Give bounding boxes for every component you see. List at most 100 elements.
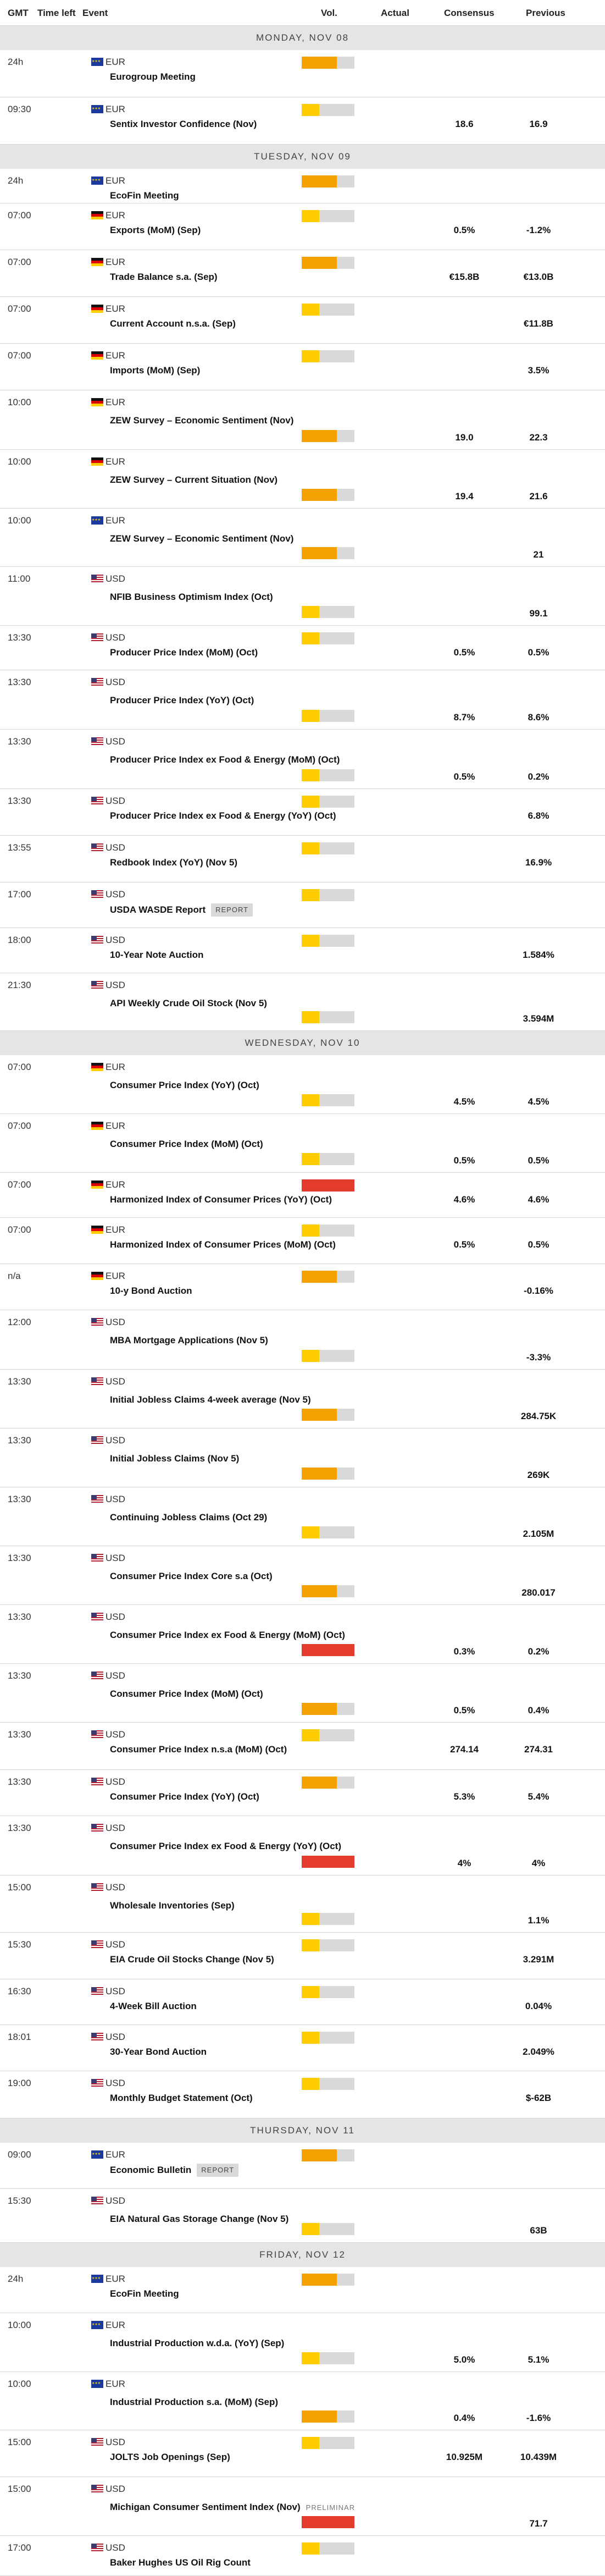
event-row[interactable]: 13:30 USD Producer Price Index ex Food & E… (0, 789, 605, 836)
event-row[interactable]: 13:30 USD Producer Price Index (YoY) (Oct)… (0, 670, 605, 730)
event-row[interactable]: 13:30 USD Consumer Price Index ex Food & E… (0, 1605, 605, 1664)
event-name[interactable]: ZEW Survey – Current Situation (Nov) (110, 474, 277, 486)
event-name[interactable]: Sentix Investor Confidence (Nov) (110, 118, 257, 130)
event-row[interactable]: 07:00 EUR Current Account n.s.a. (Sep) €11.… (0, 297, 605, 344)
event-row[interactable]: 13:30 USD Consumer Price Index n.s.a (MoM)… (0, 1723, 605, 1770)
event-name[interactable]: Consumer Price Index (YoY) (Oct) (110, 1079, 259, 1091)
event-name[interactable]: EcoFin Meeting (110, 190, 179, 202)
event-name[interactable]: Exports (MoM) (Sep) (110, 224, 201, 236)
event-name[interactable]: Industrial Production s.a. (MoM) (Sep) (110, 2396, 278, 2408)
event-name[interactable]: EIA Crude Oil Stocks Change (Nov 5) (110, 1954, 274, 1966)
event-name[interactable]: 10-Year Note Auction (110, 949, 203, 961)
event-name[interactable]: Industrial Production w.d.a. (YoY) (Sep) (110, 2337, 284, 2349)
event-name[interactable]: Consumer Price Index (YoY) (Oct) (110, 1791, 259, 1803)
event-row[interactable]: 17:00 USD Baker Hughes US Oil Rig Count (0, 2536, 605, 2576)
event-row[interactable]: 07:00 EUR Trade Balance s.a. (Sep) €15.8B €1… (0, 250, 605, 297)
event-row[interactable]: 13:30 USD Producer Price Index ex Food & E… (0, 730, 605, 789)
event-row[interactable]: 24h EUR EcoFin Meeting (0, 2267, 605, 2313)
event-row[interactable]: 07:00 EUR Imports (MoM) (Sep) 3.5% (0, 344, 605, 390)
event-row[interactable]: 07:00 EUR Consumer Price Index (YoY) (Oct)… (0, 1055, 605, 1114)
event-name[interactable]: Producer Price Index (YoY) (Oct) (110, 694, 254, 707)
event-name[interactable]: Redbook Index (YoY) (Nov 5) (110, 857, 237, 869)
event-name[interactable]: 30-Year Bond Auction (110, 2046, 207, 2058)
event-name[interactable]: Trade Balance s.a. (Sep) (110, 271, 218, 283)
event-name[interactable]: Continuing Jobless Claims (Oct 29) (110, 1512, 267, 1524)
event-row[interactable]: n/a EUR 10-y Bond Auction -0.16% (0, 1264, 605, 1310)
event-name[interactable]: EIA Natural Gas Storage Change (Nov 5) (110, 2213, 288, 2225)
event-name[interactable]: ZEW Survey – Economic Sentiment (Nov) (110, 415, 293, 427)
event-name[interactable]: Monthly Budget Statement (Oct) (110, 2092, 253, 2104)
event-name[interactable]: Consumer Price Index (MoM) (Oct) (110, 1688, 263, 1700)
event-row[interactable]: 19:00 USD Monthly Budget Statement (Oct) $-… (0, 2071, 605, 2119)
event-row[interactable]: 13:55 USD Redbook Index (YoY) (Nov 5) 16.9% (0, 836, 605, 882)
event-row[interactable]: 13:30 USD Initial Jobless Claims 4-week av… (0, 1370, 605, 1428)
event-row[interactable]: 10:00 EUR ZEW Survey – Economic Sentiment … (0, 390, 605, 450)
event-time: 10:00 (8, 456, 31, 467)
event-row[interactable]: 21:30 USD API Weekly Crude Oil Stock (Nov … (0, 973, 605, 1031)
event-row[interactable]: 13:30 USD Producer Price Index (MoM) (Oct)… (0, 626, 605, 670)
event-row[interactable]: 13:30 USD Consumer Price Index Core s.a (O… (0, 1546, 605, 1605)
event-row[interactable]: 11:00 USD NFIB Business Optimism Index (Oc… (0, 567, 605, 626)
event-name-label: Continuing Jobless Claims (Oct 29) (110, 1512, 268, 1523)
event-row[interactable]: 09:30 EUR Sentix Investor Confidence (Nov)… (0, 97, 605, 145)
event-name[interactable]: EcoFin Meeting (110, 2288, 179, 2300)
event-name[interactable]: Harmonized Index of Consumer Prices (MoM… (110, 1239, 336, 1251)
event-name[interactable]: ZEW Survey – Economic Sentiment (Nov) (110, 533, 293, 545)
event-name[interactable]: API Weekly Crude Oil Stock (Nov 5) (110, 997, 267, 1010)
event-name[interactable]: Baker Hughes US Oil Rig Count (110, 2557, 251, 2569)
event-name[interactable]: NFIB Business Optimism Index (Oct) (110, 591, 273, 603)
event-row[interactable]: 18:01 USD 30-Year Bond Auction 2.049% (0, 2025, 605, 2071)
event-row[interactable]: 10:00 EUR Industrial Production s.a. (MoM)… (0, 2372, 605, 2430)
event-name[interactable]: Economic Bulletin REPORT (110, 2164, 239, 2177)
event-name[interactable]: USDA WASDE Report REPORT (110, 903, 253, 917)
event-row[interactable]: 07:00 EUR Exports (MoM) (Sep) 0.5% -1.2% (0, 203, 605, 250)
consensus-value: 10.925M (446, 2452, 483, 2462)
event-name[interactable]: Producer Price Index (MoM) (Oct) (110, 647, 258, 659)
event-row[interactable]: 24h EUR EcoFin Meeting (0, 169, 605, 203)
event-row[interactable]: 13:30 USD Continuing Jobless Claims (Oct 2… (0, 1487, 605, 1546)
event-name[interactable]: MBA Mortgage Applications (Nov 5) (110, 1334, 268, 1347)
event-row[interactable]: 12:00 USD MBA Mortgage Applications (Nov 5… (0, 1310, 605, 1370)
event-name[interactable]: Imports (MoM) (Sep) (110, 365, 200, 377)
event-time: 24h (8, 175, 24, 186)
event-name-label: Exports (MoM) (Sep) (110, 225, 201, 235)
event-name[interactable]: Initial Jobless Claims 4-week average (N… (110, 1394, 311, 1406)
event-row[interactable]: 17:00 USD USDA WASDE Report REPORT (0, 882, 605, 928)
event-row[interactable]: 18:00 USD 10-Year Note Auction 1.584% (0, 928, 605, 973)
event-name[interactable]: Eurogroup Meeting (110, 71, 196, 83)
event-row[interactable]: 10:00 EUR Industrial Production w.d.a. (Yo… (0, 2313, 605, 2372)
event-name[interactable]: Consumer Price Index Core s.a (Oct) (110, 1570, 273, 1582)
event-name[interactable]: Consumer Price Index (MoM) (Oct) (110, 1138, 263, 1150)
event-name[interactable]: Harmonized Index of Consumer Prices (YoY… (110, 1194, 332, 1206)
event-time: 13:30 (8, 1777, 31, 1787)
event-name[interactable]: Consumer Price Index ex Food & Energy (Y… (110, 1840, 341, 1852)
event-row[interactable]: 07:00 EUR Harmonized Index of Consumer Pri… (0, 1218, 605, 1264)
event-row[interactable]: 15:00 USD Michigan Consumer Sentiment Inde… (0, 2477, 605, 2536)
event-row[interactable]: 09:00 EUR Economic Bulletin REPORT (0, 2143, 605, 2189)
event-row[interactable]: 10:00 EUR ZEW Survey – Economic Sentiment … (0, 509, 605, 567)
event-row[interactable]: 13:30 USD Consumer Price Index (MoM) (Oct)… (0, 1664, 605, 1723)
event-row[interactable]: 24h EUR Eurogroup Meeting (0, 50, 605, 97)
event-name[interactable]: Current Account n.s.a. (Sep) (110, 318, 236, 330)
event-row[interactable]: 10:00 EUR ZEW Survey – Current Situation (… (0, 450, 605, 509)
event-name[interactable]: Initial Jobless Claims (Nov 5) (110, 1453, 239, 1465)
event-row[interactable]: 13:30 USD Consumer Price Index ex Food & E… (0, 1816, 605, 1876)
event-name[interactable]: 4-Week Bill Auction (110, 2000, 197, 2012)
event-row[interactable]: 16:30 USD 4-Week Bill Auction 0.04% (0, 1979, 605, 2025)
event-name[interactable]: Wholesale Inventories (Sep) (110, 1900, 235, 1912)
event-name[interactable]: Consumer Price Index ex Food & Energy (M… (110, 1629, 345, 1641)
event-name[interactable]: JOLTS Job Openings (Sep) (110, 2451, 230, 2463)
event-row[interactable]: 07:00 EUR Harmonized Index of Consumer Pri… (0, 1173, 605, 1218)
event-row[interactable]: 07:00 EUR Consumer Price Index (MoM) (Oct)… (0, 1114, 605, 1173)
event-row[interactable]: 13:30 USD Initial Jobless Claims (Nov 5) 26… (0, 1428, 605, 1487)
event-name[interactable]: Consumer Price Index n.s.a (MoM) (Oct) (110, 1744, 287, 1756)
event-row[interactable]: 13:30 USD Consumer Price Index (YoY) (Oct)… (0, 1770, 605, 1816)
event-name[interactable]: Michigan Consumer Sentiment Index (Nov) P… (110, 2501, 355, 2514)
event-row[interactable]: 15:30 USD EIA Natural Gas Storage Change (… (0, 2189, 605, 2243)
event-name[interactable]: Producer Price Index ex Food & Energy (M… (110, 754, 340, 766)
event-row[interactable]: 15:00 USD Wholesale Inventories (Sep) 1.1% (0, 1876, 605, 1933)
event-row[interactable]: 15:30 USD EIA Crude Oil Stocks Change (Nov… (0, 1933, 605, 1979)
event-row[interactable]: 15:00 USD JOLTS Job Openings (Sep) 10.925M 1… (0, 2430, 605, 2477)
event-name[interactable]: 10-y Bond Auction (110, 1285, 192, 1297)
event-name[interactable]: Producer Price Index ex Food & Energy (Y… (110, 810, 336, 822)
